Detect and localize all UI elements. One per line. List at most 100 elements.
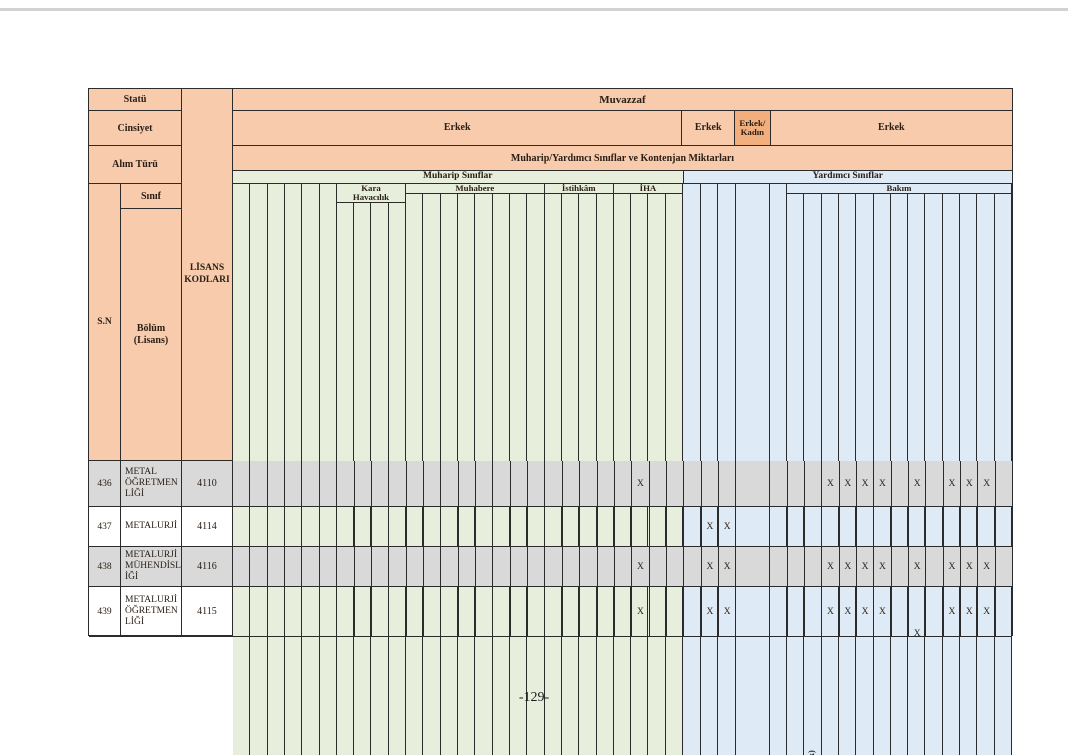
mark-cell xyxy=(528,547,546,587)
mark-cell xyxy=(354,587,372,637)
mark-cell xyxy=(978,507,996,547)
mark-cell xyxy=(458,587,477,637)
mark-cell xyxy=(562,461,581,507)
mark-cell xyxy=(285,507,303,547)
row-kod: 4114 xyxy=(182,507,233,547)
mark-cell xyxy=(406,507,424,547)
mark-cell xyxy=(736,547,771,587)
column-group: MuhabereBilgi Sistem Operatörü (8 Erkek)… xyxy=(406,183,545,755)
mark-cell xyxy=(562,587,581,637)
x-mark: X xyxy=(844,561,852,572)
mark-cell xyxy=(250,507,268,547)
mark-cell xyxy=(614,587,633,637)
mark-cell xyxy=(371,507,390,547)
mark-cell: X xyxy=(822,461,840,507)
mark-cell xyxy=(891,461,910,507)
mark-cell xyxy=(787,507,805,547)
mark-cell xyxy=(614,507,633,547)
mark-cell: X xyxy=(909,461,927,507)
mark-cell xyxy=(302,507,320,547)
x-mark: X xyxy=(983,478,991,489)
sinif-label: Sınıf xyxy=(121,184,182,209)
mark-cell xyxy=(510,587,529,637)
lisans-kodlari-header: LİSANS KODLARI xyxy=(182,89,233,461)
mark-cell: X xyxy=(978,547,996,587)
row-sn: 436 xyxy=(89,461,121,507)
x-mark: X xyxy=(637,561,644,572)
x-mark: X xyxy=(723,561,731,572)
mark-cell: X xyxy=(839,461,857,507)
mark-cell xyxy=(926,507,944,547)
row-bolum: METAL ÖĞRETMEN LİĞİ xyxy=(121,461,182,507)
alim-turu-label: Alım Türü xyxy=(89,146,182,184)
mark-cell: X xyxy=(874,587,892,637)
row-sn: 439 xyxy=(89,587,121,637)
mark-cell xyxy=(389,507,407,547)
mark-cell xyxy=(684,461,702,507)
page-number: -129- xyxy=(518,690,550,705)
x-mark: X xyxy=(879,478,886,489)
group-header: İstihkâm xyxy=(544,183,614,195)
mark-cell xyxy=(493,507,511,547)
mark-cell xyxy=(319,587,338,637)
table-row: 438 METALURJİ MÜHENDİSL İĞİ 4116 X X X X X X X X X X… xyxy=(89,547,1013,587)
mark-cell xyxy=(580,461,598,507)
mark-cell xyxy=(684,547,702,587)
column-group: BakımElektro Optik Teknisyeni (2 Erkek)E… xyxy=(786,183,1013,755)
mark-cell: X xyxy=(943,587,962,637)
mark-cell xyxy=(441,587,459,637)
mark-cell xyxy=(423,507,442,547)
mark-cell xyxy=(961,507,979,547)
mark-cell xyxy=(684,587,702,637)
x-mark: X xyxy=(826,478,834,489)
mark-cell xyxy=(926,461,944,507)
mark-cell: X xyxy=(822,587,840,637)
mark-cell xyxy=(580,587,598,637)
mark-cell xyxy=(874,507,892,547)
mark-cell xyxy=(285,587,303,637)
class-band-row: Muharip Sınıflar Yardımcı Sınıflar xyxy=(233,171,1012,184)
mark-cell xyxy=(250,587,268,637)
group-header: Bakım xyxy=(786,183,1012,195)
mark-cell xyxy=(371,461,390,507)
mark-cell xyxy=(267,507,286,547)
cinsiyet-label: Cinsiyet xyxy=(89,111,182,146)
mark-cell xyxy=(267,461,286,507)
mark-cell xyxy=(701,461,720,507)
x-mark: X xyxy=(983,561,991,572)
mark-cell xyxy=(597,587,615,637)
mark-cell: X xyxy=(961,547,979,587)
mark-cell: X xyxy=(701,547,720,587)
row-sn: 438 xyxy=(89,547,121,587)
x-mark: X xyxy=(723,606,731,617)
mark-cell xyxy=(441,547,459,587)
x-mark: X xyxy=(861,606,869,617)
mark-cell xyxy=(666,547,685,587)
mark-cell xyxy=(441,461,459,507)
x-mark: X xyxy=(965,478,973,489)
mark-cell xyxy=(423,547,442,587)
mark-cell: X xyxy=(856,461,875,507)
mark-cell: X xyxy=(961,461,979,507)
mark-cell xyxy=(406,587,424,637)
mark-cell: X xyxy=(822,547,840,587)
x-mark: X xyxy=(913,478,921,489)
column-group-ungrouped: Piyade Komando (200 Erkek)Tank (16 Erkek… xyxy=(233,184,337,755)
mark-cell: X xyxy=(719,587,737,637)
class-band: Muharip Sınıflar xyxy=(233,171,684,184)
mark-cell xyxy=(337,461,355,507)
mark-cell xyxy=(839,507,857,547)
x-mark: X xyxy=(861,561,869,572)
mark-cell xyxy=(302,461,320,507)
mark-cell xyxy=(458,507,477,547)
mark-cell: X xyxy=(909,587,927,639)
mark-cell xyxy=(389,547,407,587)
table-row: 436 METAL ÖĞRETMEN LİĞİ 4110 X X X X X X X X X xyxy=(89,461,1013,507)
mark-cell xyxy=(787,461,805,507)
mark-cell xyxy=(597,461,615,507)
x-mark: X xyxy=(965,606,973,617)
mark-cell xyxy=(562,507,581,547)
